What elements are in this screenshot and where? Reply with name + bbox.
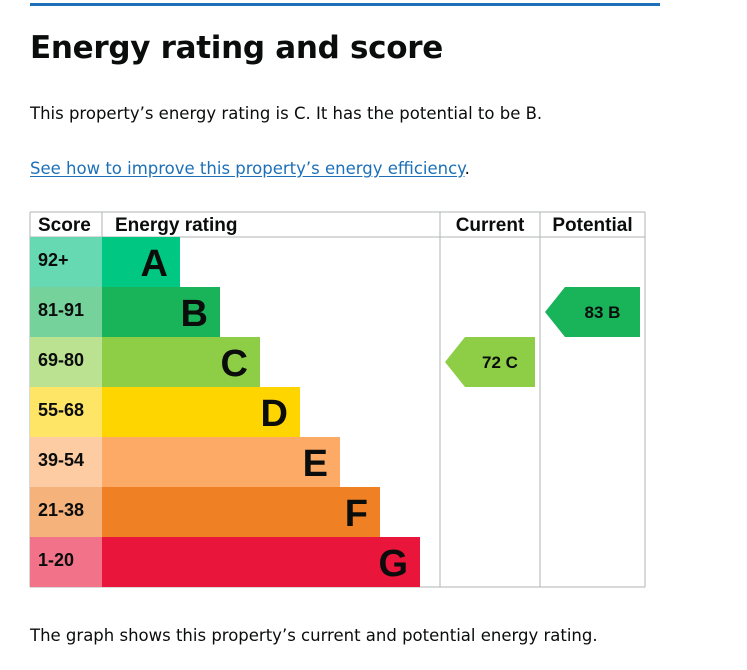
score-label-b: 81-91 <box>38 300 84 320</box>
top-rule <box>30 3 660 6</box>
score-label-a: 92+ <box>38 250 69 270</box>
score-label-c: 69-80 <box>38 350 84 370</box>
rating-letter-c: C <box>221 343 248 385</box>
current-rating-arrow-label: 72 C <box>482 353 518 372</box>
score-cell-a <box>30 237 102 287</box>
score-cell-d <box>30 387 102 437</box>
header-energy-rating: Energy rating <box>115 215 237 236</box>
score-cell-g <box>30 537 102 587</box>
score-label-e: 39-54 <box>38 450 84 470</box>
current-rating-arrow <box>445 337 535 387</box>
rating-letter-d: D <box>261 393 288 435</box>
rating-bar-g <box>102 537 420 587</box>
header-score: Score <box>38 215 91 236</box>
score-label-g: 1-20 <box>38 550 74 570</box>
score-label-d: 55-68 <box>38 400 84 420</box>
score-cell-e <box>30 437 102 487</box>
header-potential: Potential <box>552 215 632 236</box>
chart-caption: The graph shows this property’s current … <box>30 626 598 645</box>
rating-letter-a: A <box>141 243 168 285</box>
score-label-f: 21-38 <box>38 500 84 520</box>
rating-bar-d <box>102 387 300 437</box>
score-cell-c <box>30 337 102 387</box>
rating-letter-e: E <box>303 443 328 485</box>
score-cell-b <box>30 287 102 337</box>
potential-rating-arrow <box>545 287 640 337</box>
rating-bar-a <box>102 237 180 287</box>
intro-text: This property’s energy rating is C. It h… <box>30 104 543 123</box>
page-title: Energy rating and score <box>30 30 443 66</box>
rating-bar-c <box>102 337 260 387</box>
potential-rating-arrow-label: 83 B <box>585 303 621 322</box>
rating-bar-b <box>102 287 220 337</box>
rating-bar-f <box>102 487 380 537</box>
rating-letter-g: G <box>378 543 408 585</box>
header-current: Current <box>456 215 525 236</box>
rating-bar-e <box>102 437 340 487</box>
rating-letter-f: F <box>345 493 368 535</box>
improve-efficiency-link[interactable]: See how to improve this property’s energ… <box>30 159 465 178</box>
score-cell-f <box>30 487 102 537</box>
link-suffix: . <box>464 159 470 178</box>
improve-link-line: See how to improve this property’s energ… <box>30 159 470 178</box>
rating-letter-b: B <box>181 293 208 335</box>
